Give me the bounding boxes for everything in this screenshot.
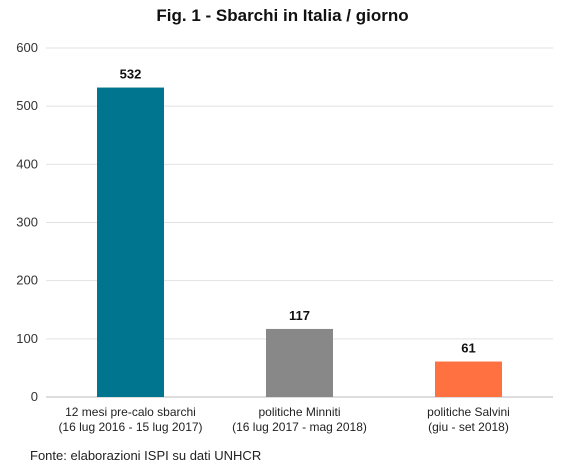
y-tick-label: 600	[16, 40, 38, 55]
chart-title: Fig. 1 - Sbarchi in Italia / giorno	[156, 6, 409, 25]
y-tick-label: 300	[16, 215, 38, 230]
source-note: Fonte: elaborazioni ISPI su dati UNHCR	[30, 448, 262, 463]
bar	[435, 361, 502, 397]
y-tick-label: 400	[16, 156, 38, 171]
y-tick-label: 100	[16, 331, 38, 346]
data-label: 532	[120, 67, 142, 82]
x-tick-label: politiche Minniti (16 lug 2017 - mag 2018…	[232, 405, 367, 434]
x-tick-label: politiche Salvini (giu - set 2018)	[427, 405, 510, 434]
y-tick-label: 200	[16, 273, 38, 288]
bar	[266, 328, 333, 397]
y-tick-label: 0	[31, 389, 38, 404]
data-label: 117	[289, 308, 310, 323]
data-label: 61	[461, 341, 475, 356]
y-tick-label: 500	[16, 98, 38, 113]
x-tick-label: 12 mesi pre-calo sbarchi (16 lug 2016 - 1…	[58, 405, 202, 434]
bar	[97, 87, 164, 397]
